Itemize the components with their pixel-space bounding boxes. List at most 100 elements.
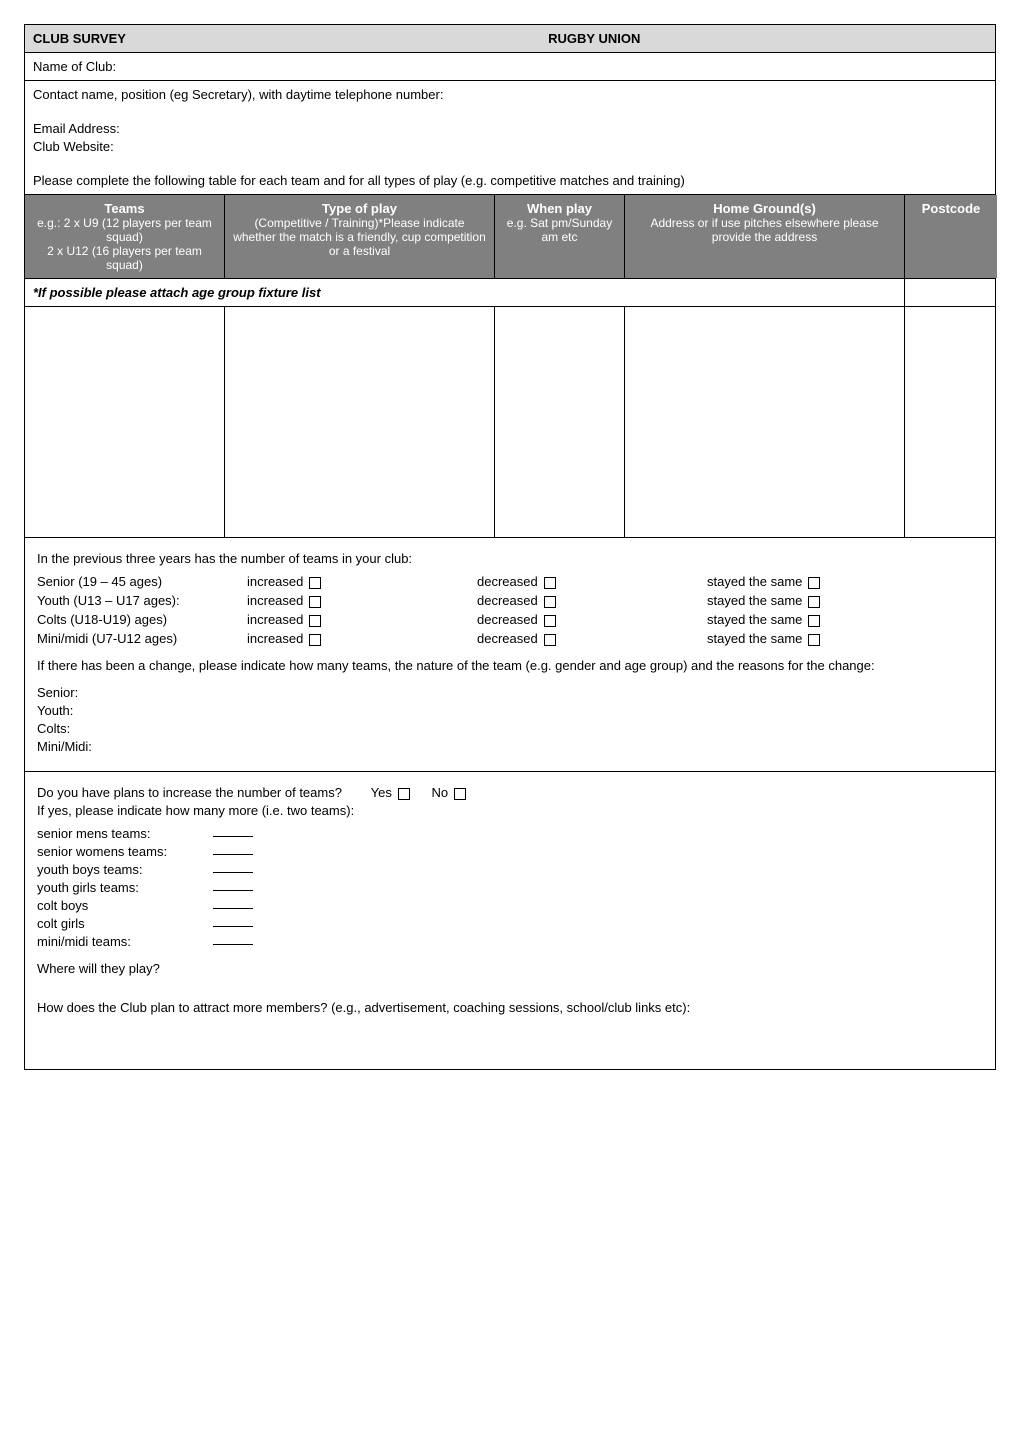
checkbox[interactable]: [808, 615, 820, 627]
plans-section: Do you have plans to increase the number…: [25, 772, 995, 1069]
col-type-sub: (Competitive / Training)*Please indicate…: [233, 216, 486, 258]
cell-type[interactable]: [225, 307, 495, 537]
plan-youth-girls[interactable]: youth girls teams:: [37, 880, 983, 895]
plan-colt-girls[interactable]: colt girls: [37, 916, 983, 931]
change-labels: Senior: Youth: Colts: Mini/Midi:: [37, 685, 983, 754]
checkbox[interactable]: [808, 634, 820, 646]
lbl-dec: decreased: [477, 612, 538, 627]
lbl-colts[interactable]: Colts:: [37, 721, 983, 736]
plan-team-label: senior womens teams:: [37, 844, 207, 859]
where-play[interactable]: Where will they play?: [37, 961, 983, 976]
plan-team-label: colt girls: [37, 916, 207, 931]
lbl-senior[interactable]: Senior:: [37, 685, 983, 700]
plans-no-label: No: [432, 785, 449, 800]
checkbox[interactable]: [309, 615, 321, 627]
colts-inc[interactable]: increased: [247, 612, 477, 627]
checkbox[interactable]: [309, 596, 321, 608]
blank-field[interactable]: [213, 826, 253, 837]
cell-home[interactable]: [625, 307, 905, 537]
plan-team-label: colt boys: [37, 898, 207, 913]
contact-label[interactable]: Contact name, position (eg Secretary), w…: [25, 81, 995, 108]
youth-inc[interactable]: increased: [247, 593, 477, 608]
checkbox[interactable]: [544, 634, 556, 646]
colts-same[interactable]: stayed the same: [707, 612, 983, 627]
lbl-same: stayed the same: [707, 631, 802, 646]
col-postcode: Postcode: [905, 195, 997, 278]
plans-yes-label: Yes: [371, 785, 392, 800]
grp-youth: Youth (U13 – U17 ages):: [37, 593, 247, 608]
col-when-title: When play: [503, 201, 616, 216]
mini-dec[interactable]: decreased: [477, 631, 707, 646]
team-table-header: Teams e.g.: 2 x U9 (12 players per team …: [25, 195, 995, 279]
col-home-sub: Address or if use pitches elsewhere plea…: [633, 216, 896, 244]
blank-field[interactable]: [213, 862, 253, 873]
youth-same[interactable]: stayed the same: [707, 593, 983, 608]
contact-block: Contact name, position (eg Secretary), w…: [25, 81, 995, 195]
lbl-dec: decreased: [477, 574, 538, 589]
prev-years-section: In the previous three years has the numb…: [25, 538, 995, 772]
intro-text: Please complete the following table for …: [25, 163, 995, 194]
grp-colts: Colts (U18-U19) ages): [37, 612, 247, 627]
plan-mini-midi[interactable]: mini/midi teams:: [37, 934, 983, 949]
plan-team-label: youth boys teams:: [37, 862, 207, 877]
change-prompt: If there has been a change, please indic…: [37, 658, 983, 673]
plan-senior-men[interactable]: senior mens teams:: [37, 826, 983, 841]
checkbox[interactable]: [808, 577, 820, 589]
cell-teams[interactable]: [25, 307, 225, 537]
col-teams: Teams e.g.: 2 x U9 (12 players per team …: [25, 195, 225, 278]
checkbox[interactable]: [544, 615, 556, 627]
plan-colt-boys[interactable]: colt boys: [37, 898, 983, 913]
blank-field[interactable]: [213, 880, 253, 891]
plans-teams-list: senior mens teams: senior womens teams: …: [37, 826, 983, 949]
fixture-note-empty: [905, 279, 997, 306]
youth-dec[interactable]: decreased: [477, 593, 707, 608]
lbl-same: stayed the same: [707, 593, 802, 608]
prev-years-intro: In the previous three years has the numb…: [37, 551, 983, 566]
lbl-inc: increased: [247, 593, 303, 608]
survey-form: CLUB SURVEY RUGBY UNION Name of Club: Co…: [24, 24, 996, 1070]
plans-q-text: Do you have plans to increase the number…: [37, 785, 342, 800]
team-table-body[interactable]: [25, 307, 995, 538]
lbl-same: stayed the same: [707, 612, 802, 627]
checkbox[interactable]: [309, 577, 321, 589]
plans-ifyes: If yes, please indicate how many more (i…: [37, 803, 983, 818]
plan-youth-boys[interactable]: youth boys teams:: [37, 862, 983, 877]
blank-field[interactable]: [213, 934, 253, 945]
mini-same[interactable]: stayed the same: [707, 631, 983, 646]
blank-field[interactable]: [213, 898, 253, 909]
checkbox[interactable]: [544, 577, 556, 589]
grp-senior: Senior (19 – 45 ages): [37, 574, 247, 589]
blank-field[interactable]: [213, 844, 253, 855]
col-postcode-title: Postcode: [913, 201, 989, 216]
col-when: When play e.g. Sat pm/Sunday am etc: [495, 195, 625, 278]
senior-inc[interactable]: increased: [247, 574, 477, 589]
checkbox-no[interactable]: [454, 788, 466, 800]
mini-inc[interactable]: increased: [247, 631, 477, 646]
email-website: Email Address: Club Website:: [25, 108, 995, 163]
checkbox[interactable]: [544, 596, 556, 608]
cell-postcode[interactable]: [905, 307, 997, 537]
senior-same[interactable]: stayed the same: [707, 574, 983, 589]
lbl-dec: decreased: [477, 631, 538, 646]
lbl-mini[interactable]: Mini/Midi:: [37, 739, 983, 754]
senior-dec[interactable]: decreased: [477, 574, 707, 589]
grp-mini: Mini/midi (U7-U12 ages): [37, 631, 247, 646]
checkbox[interactable]: [808, 596, 820, 608]
checkbox[interactable]: [309, 634, 321, 646]
colts-dec[interactable]: decreased: [477, 612, 707, 627]
col-teams-sub: e.g.: 2 x U9 (12 players per team squad)…: [33, 216, 216, 272]
blank-field[interactable]: [213, 916, 253, 927]
how-attract[interactable]: How does the Club plan to attract more m…: [37, 1000, 983, 1015]
col-type-title: Type of play: [233, 201, 486, 216]
title-left: CLUB SURVEY: [33, 31, 548, 46]
plan-team-label: youth girls teams:: [37, 880, 207, 895]
cell-when[interactable]: [495, 307, 625, 537]
checkbox-yes[interactable]: [398, 788, 410, 800]
plan-senior-women[interactable]: senior womens teams:: [37, 844, 983, 859]
club-name-field[interactable]: Name of Club:: [25, 53, 995, 81]
plans-question: Do you have plans to increase the number…: [37, 785, 983, 800]
email-label[interactable]: Email Address:: [33, 121, 987, 136]
website-label[interactable]: Club Website:: [33, 139, 987, 154]
lbl-youth[interactable]: Youth:: [37, 703, 983, 718]
title-row: CLUB SURVEY RUGBY UNION: [25, 25, 995, 53]
